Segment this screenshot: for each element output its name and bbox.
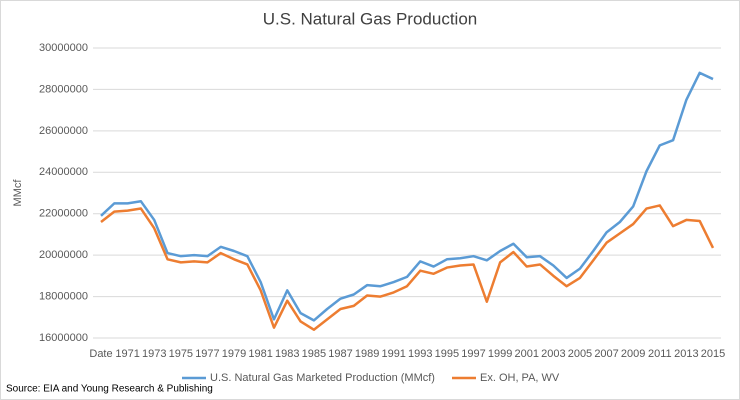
data-line	[100, 71, 714, 322]
x-tick-label: 1995	[435, 348, 459, 360]
x-tick-label: Date	[89, 348, 112, 360]
x-tick-label: 2005	[568, 348, 592, 360]
y-tick-label: 22000000	[39, 208, 88, 220]
y-axis-label: MMcf	[12, 179, 24, 207]
source-note: Source: EIA and Young Research & Publish…	[6, 384, 213, 395]
x-tick-label: 1983	[275, 348, 299, 360]
x-tick-label: 2001	[514, 348, 538, 360]
x-tick-label: 1971	[115, 348, 139, 360]
x-tick-label: 2009	[621, 348, 645, 360]
chart-title: U.S. Natural Gas Production	[263, 9, 477, 28]
x-tick-label: 1973	[142, 348, 166, 360]
x-tick-label: 1985	[302, 348, 326, 360]
y-tick-label: 28000000	[39, 83, 88, 95]
x-tick-label: 2011	[648, 348, 672, 360]
y-tick-label: 18000000	[39, 290, 88, 302]
legend-label: Ex. OH, PA, WV	[480, 372, 560, 384]
y-tick-label: 30000000	[39, 42, 88, 54]
data-line	[100, 204, 715, 331]
y-tick-label: 16000000	[39, 332, 88, 344]
x-tick-label: 2013	[674, 348, 698, 360]
x-tick-label: 1977	[195, 348, 219, 360]
x-tick-label: 2003	[541, 348, 565, 360]
x-tick-label: 1991	[381, 348, 405, 360]
x-tick-label: 1997	[461, 348, 485, 360]
x-tick-label: 1999	[488, 348, 512, 360]
x-tick-label: 1975	[169, 348, 193, 360]
y-tick-label: 24000000	[39, 166, 88, 178]
x-tick-label: 1979	[222, 348, 246, 360]
y-tick-label: 20000000	[39, 249, 88, 261]
legend-label: U.S. Natural Gas Marketed Production (MM…	[210, 372, 435, 384]
x-tick-label: 1987	[328, 348, 352, 360]
x-tick-label: 2007	[594, 348, 618, 360]
x-tick-label: 1993	[408, 348, 432, 360]
x-tick-label: 1981	[248, 348, 272, 360]
x-tick-label: 2015	[701, 348, 725, 360]
x-tick-label: 1989	[355, 348, 379, 360]
y-tick-label: 26000000	[39, 125, 88, 137]
